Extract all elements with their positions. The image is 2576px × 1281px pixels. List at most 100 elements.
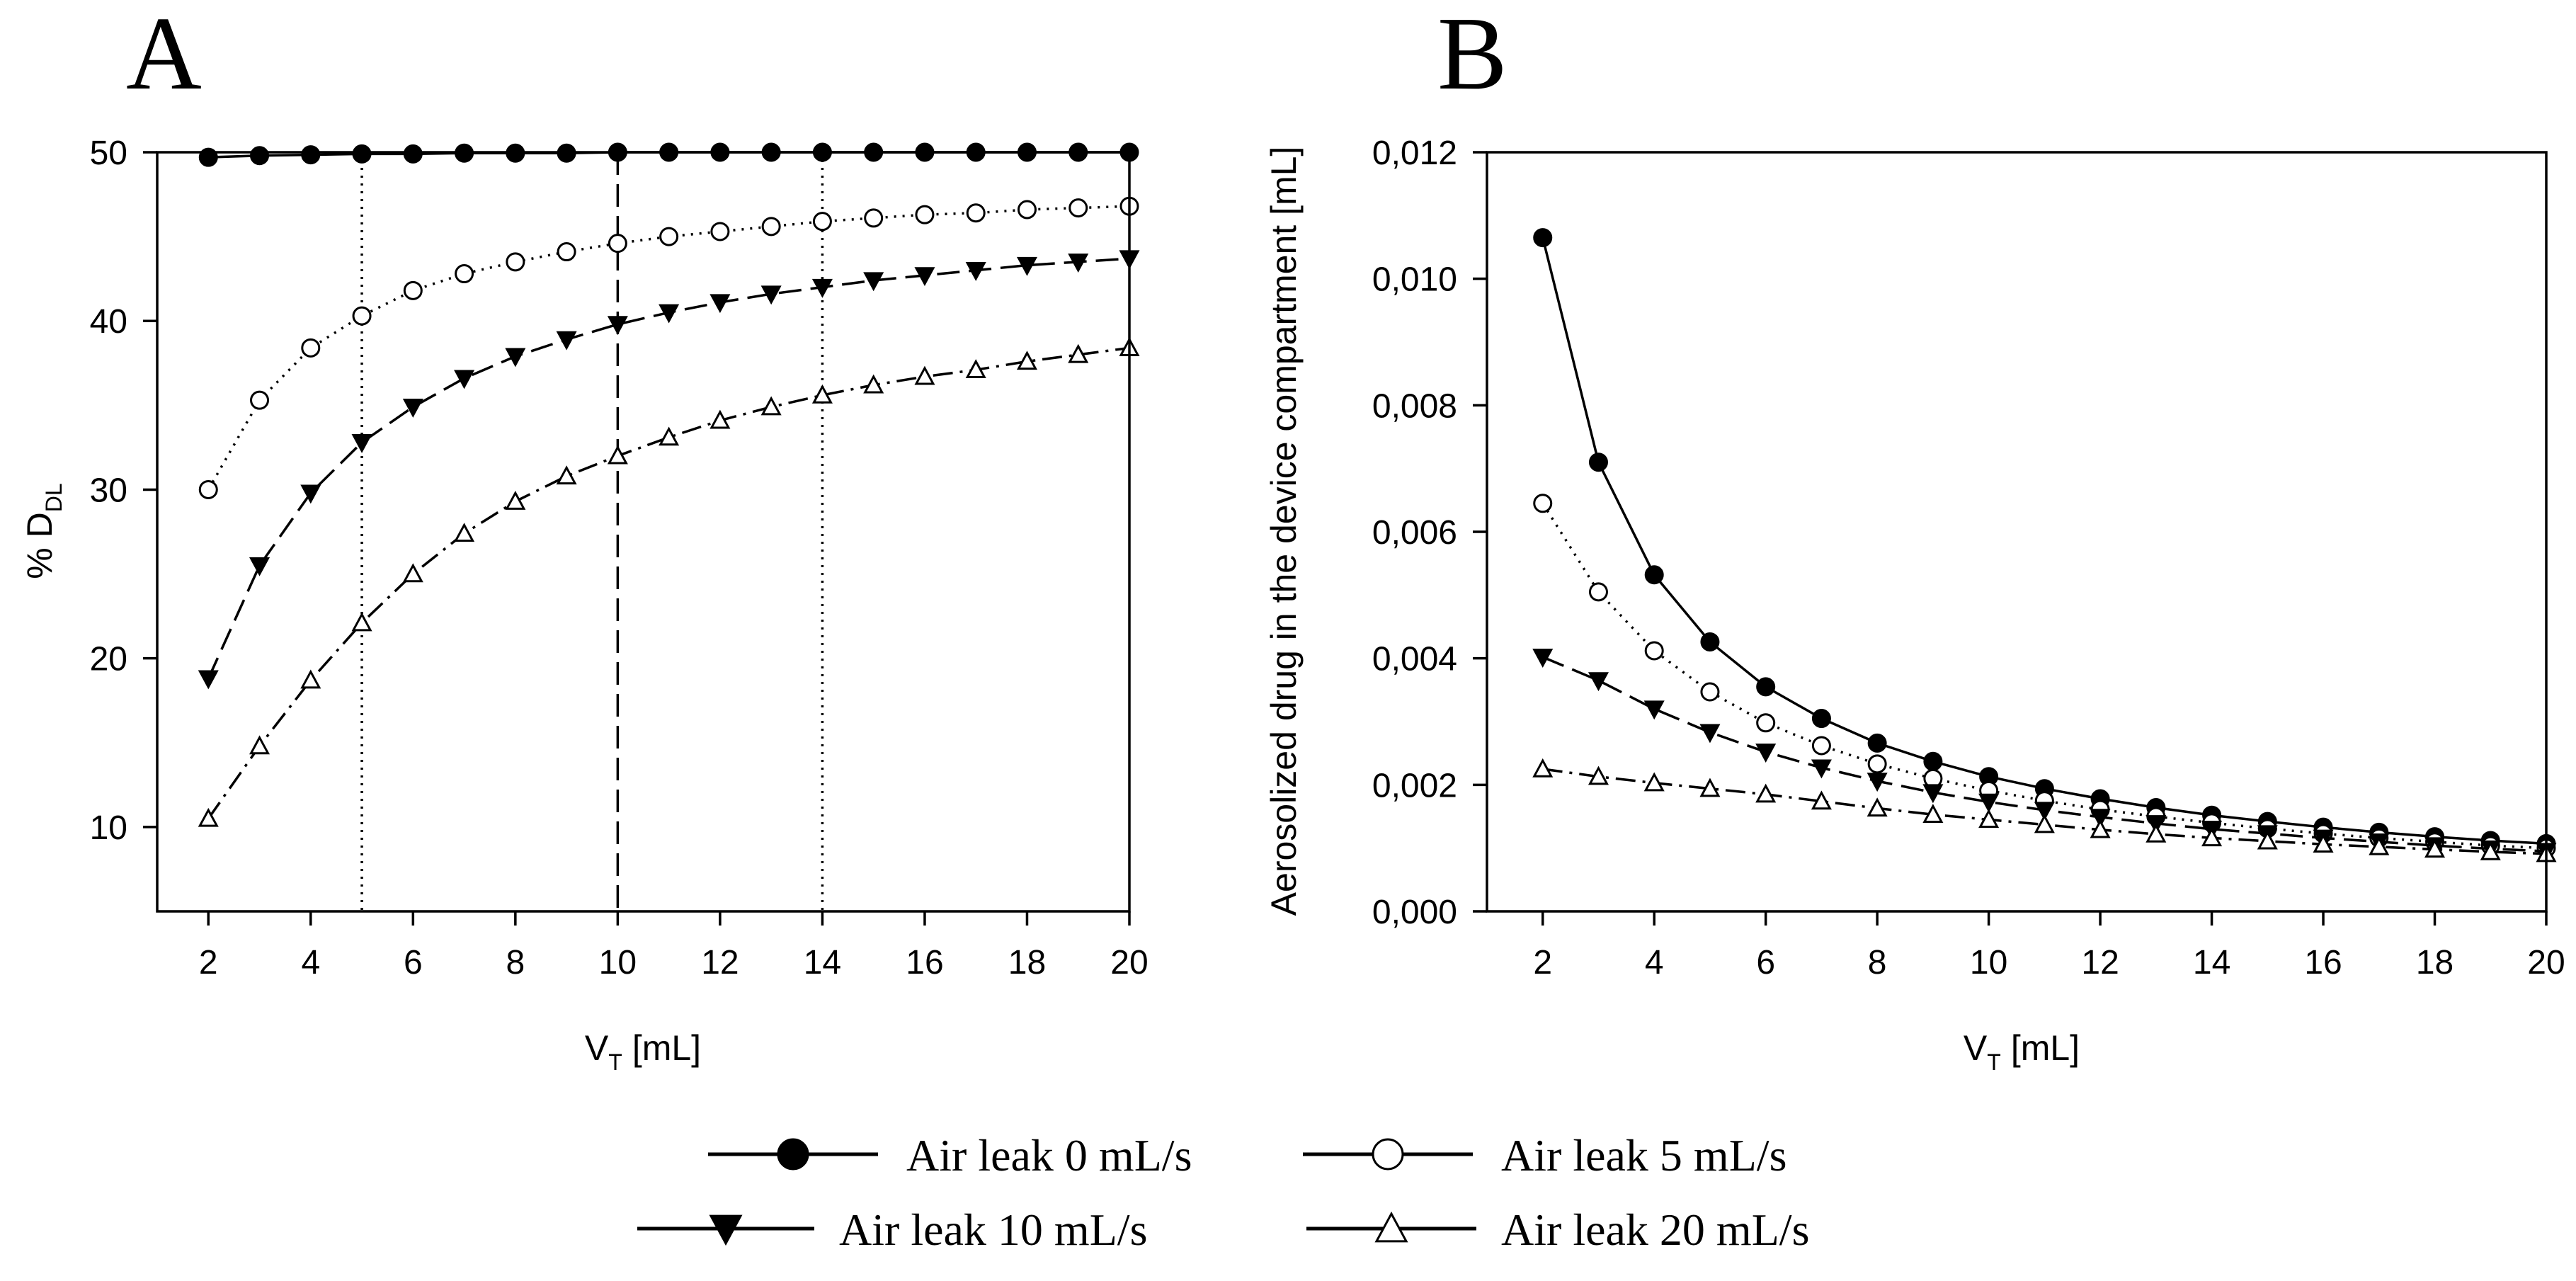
data-point — [198, 479, 218, 499]
y-tick-label: 30 — [90, 472, 127, 509]
y-tick-label: 0,006 — [1372, 514, 1457, 552]
x-tick-label: 6 — [1756, 944, 1775, 981]
data-point — [198, 670, 219, 690]
series-filled-triangle-down — [198, 250, 1140, 690]
x-tick-label: 6 — [404, 944, 423, 981]
data-point — [914, 365, 935, 385]
data-point — [1016, 351, 1037, 370]
data-point — [1068, 254, 1089, 273]
data-point — [351, 434, 372, 453]
y-axis-ticks: 0,000 0,002 0,004 0,006 0,008 0,010 0,012 — [1372, 135, 1487, 931]
data-point — [1756, 677, 1776, 697]
legend-marker — [1374, 1211, 1408, 1243]
data-point — [402, 563, 423, 583]
data-point — [966, 203, 986, 223]
data-point — [2424, 838, 2446, 858]
data-point — [608, 234, 627, 254]
legend-item: Air leak 20 mL/s — [1306, 1205, 1809, 1255]
series-group — [198, 142, 1140, 827]
series-group — [1532, 228, 2557, 862]
data-point — [1922, 784, 1944, 804]
panel-a-label: A — [126, 0, 202, 112]
data-point — [1644, 641, 1664, 661]
data-point — [1755, 744, 1777, 763]
data-point — [1811, 790, 1832, 810]
legend-marker — [1372, 1138, 1404, 1171]
data-point — [1811, 709, 1831, 729]
data-point — [1588, 765, 1609, 785]
series-open-triangle-up — [198, 337, 1140, 827]
panel-b-label: B — [1437, 0, 1508, 112]
legend-marker — [777, 1138, 809, 1171]
data-point — [863, 374, 884, 394]
data-point — [659, 304, 680, 324]
series-filled-circle — [1533, 228, 2556, 853]
data-point — [2480, 841, 2501, 860]
legend-marker-filled-circle-icon — [777, 1138, 809, 1171]
data-point — [811, 384, 833, 404]
data-point — [710, 222, 730, 241]
data-point — [1700, 632, 1720, 651]
data-point — [2090, 819, 2111, 838]
data-point — [198, 807, 219, 827]
legend-label: Air leak 5 mL/s — [1501, 1130, 1786, 1180]
x-tick-label: 14 — [804, 944, 841, 981]
data-point — [915, 205, 935, 224]
x-tick-label: 4 — [1645, 944, 1664, 981]
data-point — [2313, 833, 2334, 853]
data-point — [1588, 452, 1608, 472]
data-point — [1532, 758, 1554, 778]
x-tick-label: 12 — [701, 944, 739, 981]
data-point — [351, 612, 372, 632]
data-point — [760, 396, 782, 416]
legend-item: Air leak 0 mL/s — [708, 1130, 1192, 1180]
legend-label: Air leak 20 mL/s — [1501, 1205, 1809, 1255]
data-point — [300, 484, 321, 504]
series-line — [1541, 237, 2547, 846]
data-point — [1533, 228, 1553, 248]
data-point — [914, 267, 935, 287]
x-tick-label: 10 — [599, 944, 637, 981]
data-point — [250, 390, 270, 410]
data-point — [607, 445, 628, 465]
data-point — [1700, 682, 1720, 702]
data-point — [1922, 804, 1944, 824]
series-line — [207, 346, 1130, 819]
data-point — [1867, 773, 1888, 792]
data-point — [1533, 494, 1553, 513]
panel-a-chart: 2 4 6 8 10 12 14 16 18 20 10 20 30 40 50 VT [mL] % DDL — [20, 135, 1149, 1075]
data-point — [2034, 802, 2055, 821]
data-point — [403, 280, 423, 300]
data-point — [659, 227, 679, 246]
data-point — [659, 426, 680, 446]
data-point — [1016, 256, 1037, 276]
data-point — [1643, 772, 1665, 792]
data-point — [1068, 198, 1088, 218]
y-tick-label: 0,012 — [1372, 135, 1457, 172]
data-point — [1644, 565, 1664, 585]
legend-marker-open-triangle-up-icon — [1374, 1211, 1408, 1243]
x-tick-label: 2 — [199, 944, 218, 981]
series-line — [207, 205, 1130, 491]
data-point — [1588, 582, 1608, 602]
y-tick-label: 20 — [90, 641, 127, 678]
legend-item: Air leak 5 mL/s — [1303, 1130, 1786, 1180]
data-point — [709, 294, 731, 314]
data-point — [965, 262, 986, 281]
y-axis-label: Aerosolized drug in the device compartme… — [1264, 147, 1304, 916]
data-point — [965, 359, 986, 379]
y-tick-label: 10 — [90, 809, 127, 847]
x-axis-label: VT [mL] — [1964, 1028, 2080, 1075]
data-point — [454, 370, 475, 389]
x-tick-label: 12 — [2081, 944, 2119, 981]
data-point — [301, 145, 321, 165]
data-point — [556, 465, 577, 485]
x-tick-label: 20 — [1110, 944, 1148, 981]
data-point — [1978, 793, 2000, 813]
data-point — [454, 523, 475, 542]
x-tick-label: 20 — [2527, 944, 2565, 981]
x-tick-label: 16 — [2304, 944, 2342, 981]
data-point — [2090, 809, 2111, 829]
data-point — [1068, 343, 1089, 363]
